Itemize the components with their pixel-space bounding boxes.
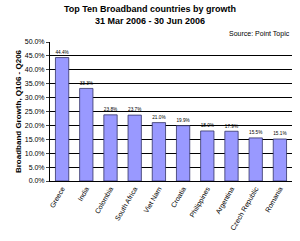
svg-text:10.0%: 10.0%	[25, 150, 45, 157]
svg-text:21.0%: 21.0%	[152, 115, 165, 120]
svg-text:Argentina: Argentina	[214, 186, 236, 216]
svg-text:Croatia: Croatia	[170, 186, 187, 209]
svg-text:33.3%: 33.3%	[80, 81, 93, 86]
svg-text:23.8%: 23.8%	[104, 107, 117, 112]
svg-text:South Africa: South Africa	[114, 186, 139, 222]
svg-text:Viet Nam: Viet Nam	[142, 186, 162, 214]
svg-text:40.0%: 40.0%	[25, 66, 45, 73]
svg-text:35.0%: 35.0%	[25, 80, 45, 87]
svg-text:30.0%: 30.0%	[25, 94, 45, 101]
svg-text:Czech Republic: Czech Republic	[229, 185, 261, 232]
svg-text:0.0%: 0.0%	[29, 177, 45, 184]
svg-text:19.9%: 19.9%	[176, 118, 189, 123]
svg-text:Broadband Growth, Q106 - Q206: Broadband Growth, Q106 - Q206	[14, 49, 23, 173]
svg-text:Top Ten Broadband countries by: Top Ten Broadband countries by growth31 …	[64, 4, 236, 26]
svg-text:15.0%: 15.0%	[25, 136, 45, 143]
svg-text:India: India	[77, 186, 91, 203]
svg-text:15.5%: 15.5%	[249, 130, 262, 135]
svg-text:25.0%: 25.0%	[25, 108, 45, 115]
svg-text:5.0%: 5.0%	[29, 164, 45, 171]
svg-text:Colombia: Colombia	[94, 186, 115, 215]
svg-text:17.9%: 17.9%	[225, 124, 238, 129]
svg-text:45.0%: 45.0%	[25, 52, 45, 59]
svg-text:Source: Point Topic: Source: Point Topic	[229, 30, 290, 38]
svg-text:23.7%: 23.7%	[128, 107, 141, 112]
svg-text:20.0%: 20.0%	[25, 122, 45, 129]
svg-text:44.4%: 44.4%	[55, 50, 68, 55]
svg-text:Greece: Greece	[48, 186, 66, 209]
svg-text:15.1%: 15.1%	[273, 131, 286, 136]
svg-text:Romania: Romania	[264, 186, 284, 214]
svg-text:18.0%: 18.0%	[201, 123, 214, 128]
svg-text:Philippines: Philippines	[188, 185, 212, 219]
svg-text:50.0%: 50.0%	[25, 38, 45, 45]
